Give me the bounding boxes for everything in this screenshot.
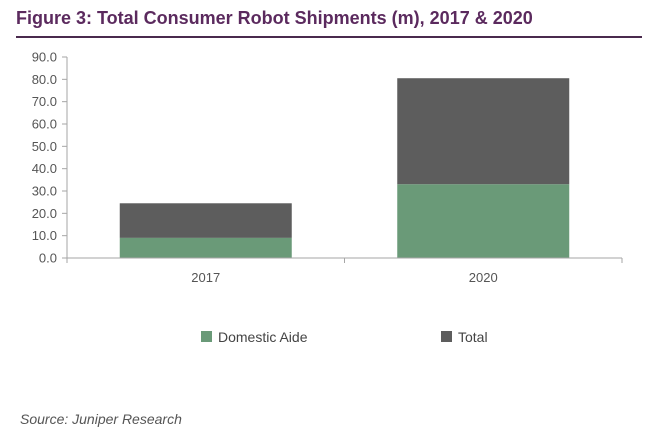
y-tick-label: 70.0 xyxy=(32,94,57,109)
y-tick-label: 60.0 xyxy=(32,117,57,132)
bar-domestic-aide-2020 xyxy=(397,184,570,258)
y-tick-label: 90.0 xyxy=(32,50,57,65)
y-tick-label: 30.0 xyxy=(32,184,57,199)
title-divider xyxy=(16,36,642,38)
x-tick-label: 2020 xyxy=(469,270,498,285)
bar-domestic-aide-2017 xyxy=(119,237,292,258)
stacked-bar-chart: 0.010.020.030.040.050.060.070.080.090.0 … xyxy=(32,50,623,345)
legend: Domestic Aide Total xyxy=(201,329,488,345)
y-tick-label: 10.0 xyxy=(32,228,57,243)
legend-label: Domestic Aide xyxy=(218,329,308,345)
y-tick-label: 80.0 xyxy=(32,72,57,87)
bar-total-2017 xyxy=(119,203,292,238)
y-tick-label: 0.0 xyxy=(39,251,57,266)
y-tick-label: 40.0 xyxy=(32,161,57,176)
y-tick-label: 20.0 xyxy=(32,206,57,221)
legend-label: Total xyxy=(458,329,488,345)
y-tick-labels: 0.0 10.0 20.0 30.0 40.0 50.0 60.0 70.0 80.0 90.0 xyxy=(32,50,67,266)
legend-swatch xyxy=(201,331,212,342)
bar-total-2020 xyxy=(397,78,570,185)
x-tick-labels: 2017 2020 xyxy=(66,258,623,285)
legend-swatch xyxy=(441,331,452,342)
source-note: Source: Juniper Research xyxy=(20,411,182,427)
bars-layer xyxy=(119,78,570,258)
chart-title: Figure 3: Total Consumer Robot Shipments… xyxy=(16,8,533,28)
x-tick-label: 2017 xyxy=(191,270,220,285)
y-tick-label: 50.0 xyxy=(32,139,57,154)
